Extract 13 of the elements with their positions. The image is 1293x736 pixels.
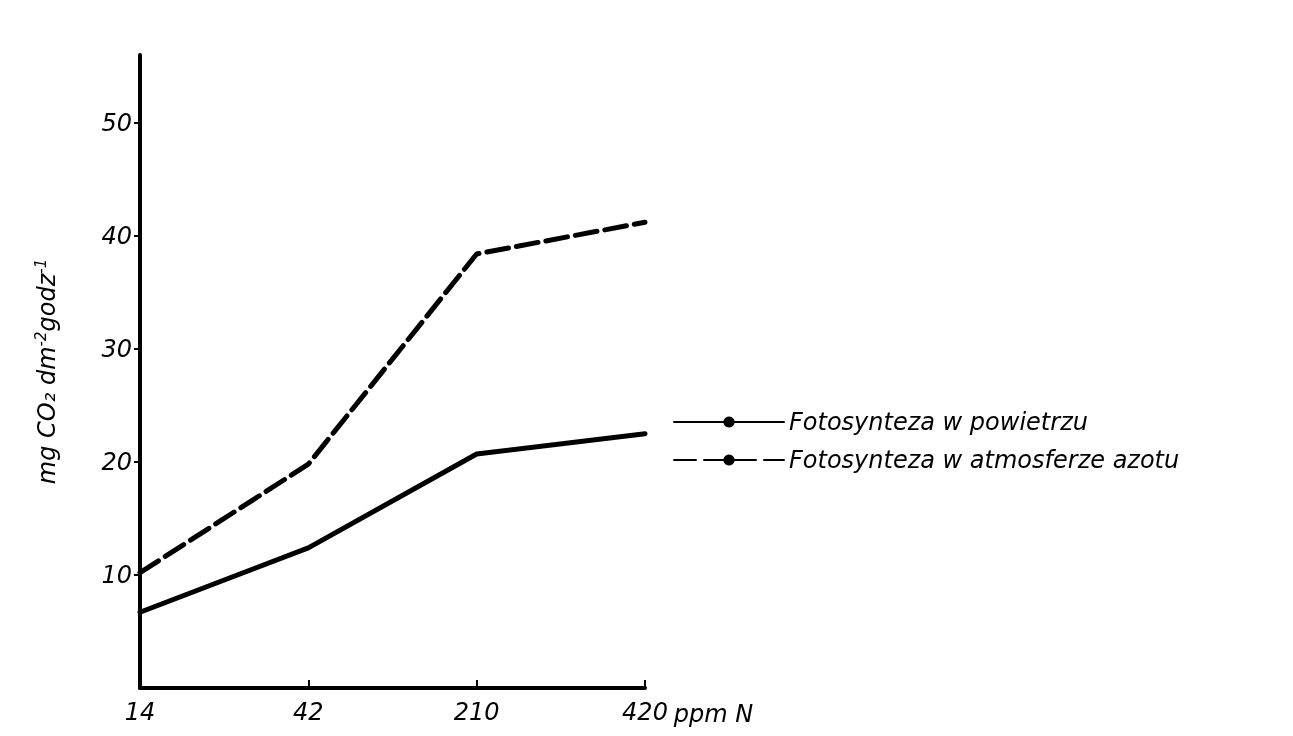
y-tick-label: 50 [101,108,132,137]
y-axis-title: mg CO₂ dm-2godz-1 [31,258,61,485]
legend-label: Fotosynteza w powietrzu [789,408,1088,436]
legend-label: Fotosynteza w atmosferze azotu [789,446,1180,474]
y-tick-label: 40 [101,221,132,250]
x-tick-label: 210 [453,698,500,726]
x-tick-label: 420 [622,698,668,726]
y-tick-label: 10 [101,560,132,589]
y-tick-label: 30 [101,334,132,363]
y-tick-label: 20 [101,447,132,476]
x-tick-label: 42 [293,698,324,726]
x-axis-title: ppm N [672,700,754,728]
x-tick-label: 14 [124,698,156,726]
